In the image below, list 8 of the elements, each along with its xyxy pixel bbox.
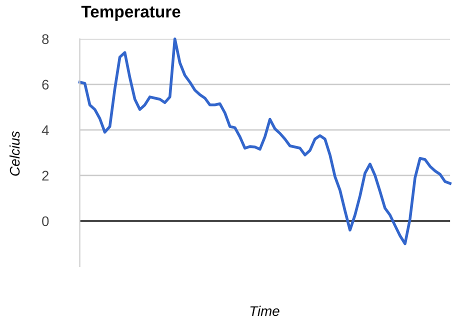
x-axis-title: Time [250,306,280,316]
y-axis-title: Celcius [9,131,20,176]
y-tick-label: 6 [42,80,49,90]
y-tick-label: 0 [42,216,49,226]
y-tick-label: 8 [42,34,49,44]
chart-title: Temperature [81,6,180,21]
y-tick-label: 2 [42,170,49,180]
y-tick-label: 4 [42,125,49,135]
